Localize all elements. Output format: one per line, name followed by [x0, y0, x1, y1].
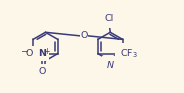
Text: N: N [107, 61, 114, 70]
Text: −: − [21, 47, 29, 56]
Text: CF$_3$: CF$_3$ [120, 47, 138, 60]
Text: O: O [80, 31, 88, 40]
Text: O: O [25, 49, 33, 58]
Text: Cl: Cl [105, 14, 114, 23]
Text: +: + [43, 47, 50, 56]
Text: N: N [38, 49, 46, 58]
Text: O: O [39, 67, 46, 76]
